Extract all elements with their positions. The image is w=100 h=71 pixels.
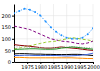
- series-line: [14, 45, 93, 51]
- tick-label: 1985: [48, 64, 61, 70]
- marker: [66, 37, 68, 39]
- tick: 0: [8, 59, 14, 65]
- marker: [24, 8, 26, 10]
- series-line: [14, 47, 93, 49]
- tick: 1975: [21, 62, 34, 70]
- plot-area: [14, 8, 93, 59]
- tick-label: 150: [1, 24, 11, 30]
- x-axis: 197519801985199019952000: [15, 62, 100, 70]
- grid-line: [66, 4, 67, 62]
- tick-mark: [12, 27, 14, 28]
- grid-line: [14, 27, 93, 28]
- marker: [39, 15, 41, 17]
- tick: 100: [1, 36, 14, 42]
- tick-mark: [12, 62, 14, 63]
- tick: 1990: [61, 62, 74, 70]
- tick-label: 1975: [21, 64, 34, 70]
- tick-label: 1995: [74, 64, 87, 70]
- marker: [60, 34, 62, 36]
- tick: 150: [1, 24, 14, 30]
- tick: 1995: [74, 62, 87, 70]
- marker: [45, 20, 47, 22]
- tick-label: 1980: [34, 64, 47, 70]
- grid-line: [40, 4, 41, 62]
- tick-label: 100: [1, 36, 11, 42]
- series-line: [14, 9, 93, 39]
- marker: [29, 9, 31, 11]
- tick-label: 200: [1, 13, 11, 19]
- tick: 50: [5, 48, 14, 54]
- tick: 2000: [87, 62, 100, 70]
- tick-label: 0: [8, 59, 11, 65]
- tick-mark: [12, 16, 14, 17]
- chart: 197519801985199019952000 0 50 100 150 200: [0, 0, 100, 71]
- tick-label: 50: [5, 48, 11, 54]
- series-line: [14, 53, 93, 56]
- tick-label: 2000: [87, 64, 100, 70]
- marker: [55, 31, 57, 33]
- marker: [34, 11, 36, 13]
- marker: [14, 12, 15, 14]
- tick: 1980: [34, 62, 47, 70]
- grid-line: [14, 50, 93, 51]
- y-axis: 0 50 100 150 200: [1, 5, 14, 66]
- marker: [81, 37, 83, 39]
- grid-line: [79, 4, 80, 62]
- grid: [14, 4, 93, 62]
- marker: [50, 26, 52, 28]
- marker: [71, 38, 73, 40]
- grid-line: [53, 4, 54, 62]
- tick: 1985: [48, 62, 61, 70]
- tick-label: 1990: [61, 64, 74, 70]
- grid-line: [14, 15, 93, 16]
- tick-mark: [12, 50, 14, 51]
- series-line: [14, 54, 93, 56]
- marker: [92, 27, 93, 29]
- tick: 200: [1, 13, 14, 19]
- marker: [87, 33, 89, 35]
- tick-mark: [12, 39, 14, 40]
- marker: [18, 10, 20, 12]
- series-line: [14, 57, 93, 58]
